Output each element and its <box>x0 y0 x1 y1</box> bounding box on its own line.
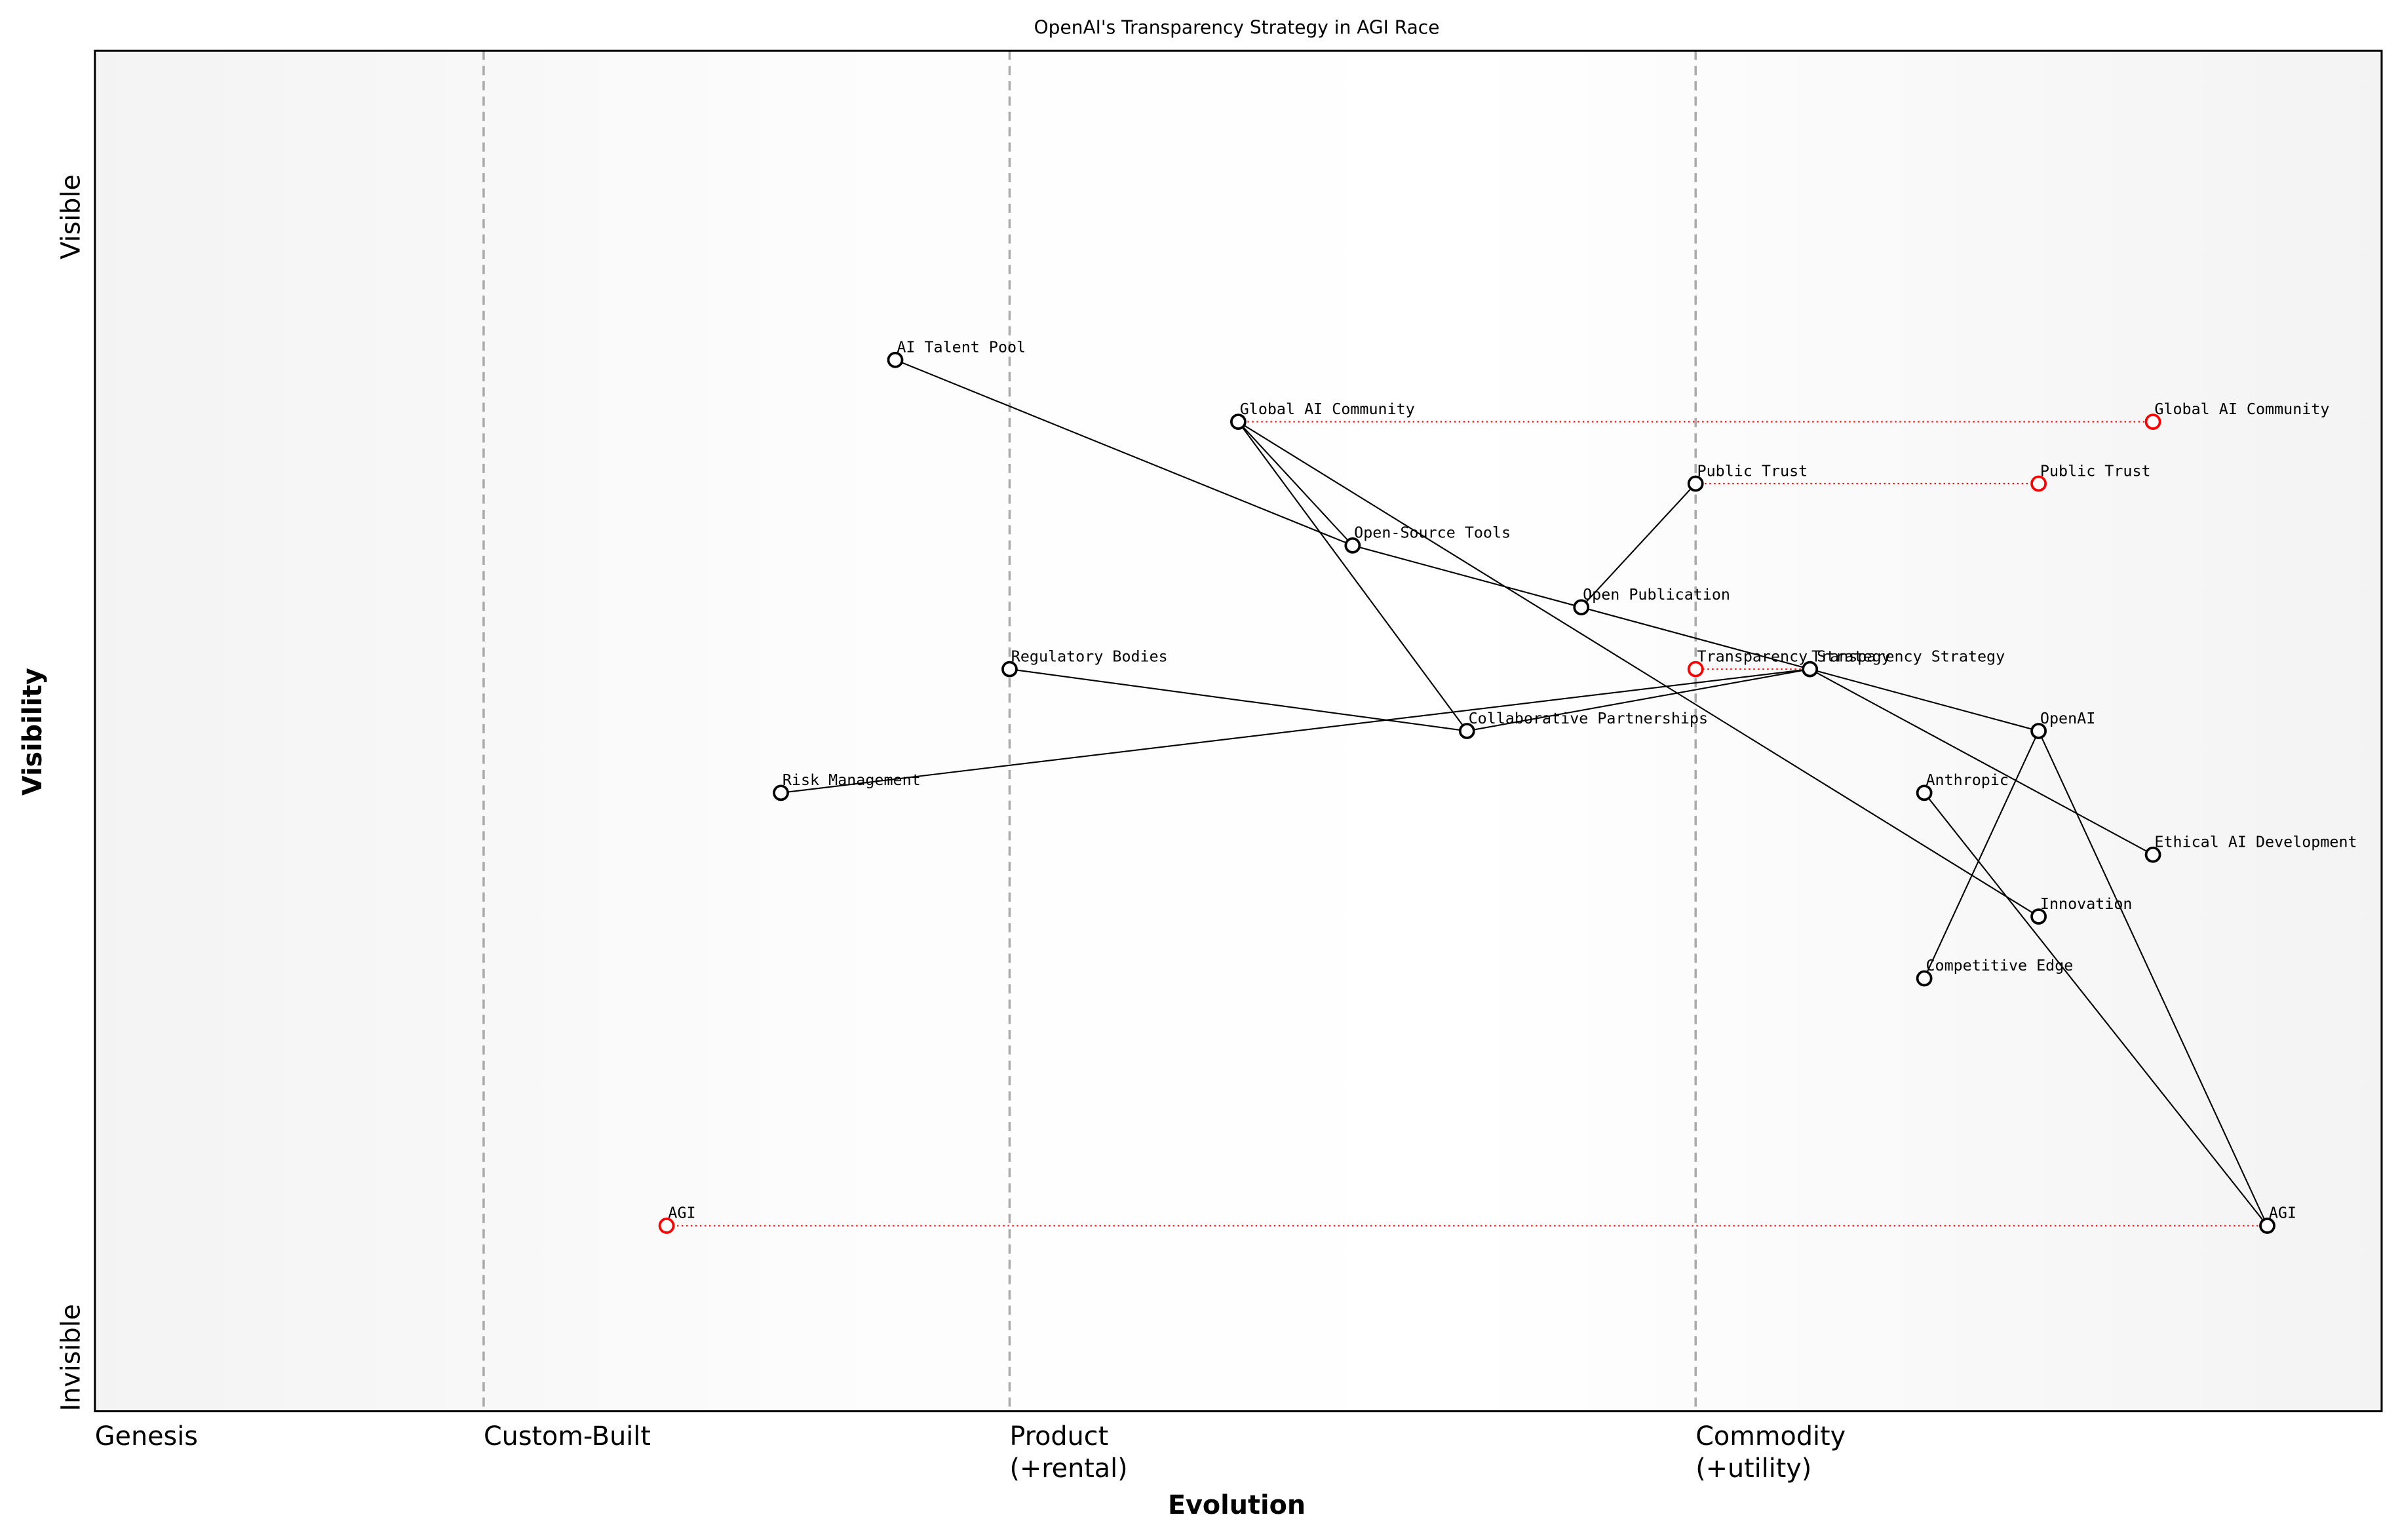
component-label: Regulatory Bodies <box>1011 647 1168 665</box>
x-tick-label-line: Product <box>1009 1421 1108 1452</box>
component-point <box>1916 970 1933 987</box>
component-point <box>1230 414 1247 430</box>
links <box>667 359 2268 1227</box>
link <box>1580 483 1696 608</box>
y-tick-label: Invisible <box>56 1304 86 1412</box>
link <box>1924 731 2040 979</box>
component-point <box>1344 537 1361 554</box>
component-point <box>2030 908 2047 925</box>
x-axis-title: Evolution <box>1168 1490 1306 1520</box>
component-label: Anthropic <box>1926 771 2009 789</box>
component-label: Collaborative Partnerships <box>1469 709 1708 727</box>
link <box>1810 668 2154 856</box>
link <box>1237 421 2040 917</box>
evolution-label: Global AI Community <box>2154 400 2329 418</box>
component-point <box>1573 599 1590 616</box>
component-label: AGI <box>2269 1204 2296 1222</box>
component-label: Open-Source Tools <box>1354 524 1511 542</box>
component-label: Transparency Strategy <box>1811 647 2005 665</box>
component-point <box>1802 661 1819 678</box>
link <box>1009 668 1467 732</box>
x-tick-label-line: (+utility) <box>1695 1453 1811 1484</box>
component-label: OpenAI <box>2040 709 2095 727</box>
y-axis-title: Visibility <box>18 668 48 796</box>
component-point <box>1687 475 1704 492</box>
y-tick-label: Visible <box>56 174 86 260</box>
x-tick-label: Commodity (+utility) <box>1695 1421 1846 1484</box>
plot-frame <box>94 49 2383 1413</box>
component-point <box>1001 661 1018 678</box>
x-tick-label: Custom-Built <box>484 1421 651 1452</box>
chart-title: OpenAI's Transparency Strategy in AGI Ra… <box>1034 17 1440 39</box>
component-point <box>1916 784 1933 801</box>
link <box>1581 606 1810 670</box>
link <box>1352 545 1582 608</box>
link <box>1237 421 1468 732</box>
x-tick-label-line: Genesis <box>95 1421 198 1452</box>
component-label: AI Talent Pool <box>897 338 1026 356</box>
component-point <box>2259 1218 2275 1234</box>
component-label: Ethical AI Development <box>2154 833 2357 851</box>
evolution-label: Transparency Strategy <box>1697 647 1891 665</box>
component-label: Open Publication <box>1583 585 1730 604</box>
x-tick-label: Product (+rental) <box>1009 1421 1127 1484</box>
component-label: Public Trust <box>1697 461 1808 480</box>
link <box>1810 668 2039 732</box>
link <box>895 359 1353 547</box>
marks: Global AI Community Public Trust Transpare… <box>658 338 2357 1234</box>
link <box>781 668 1810 794</box>
link <box>2038 731 2268 1226</box>
plot-background <box>94 50 2382 1412</box>
component-point <box>1458 723 1475 739</box>
link <box>1467 668 1810 732</box>
x-tick-label: Genesis <box>95 1421 198 1452</box>
evolution-point <box>2030 475 2047 492</box>
component-label: Risk Management <box>783 771 921 789</box>
grid <box>482 50 1697 1412</box>
x-tick-label-line: Commodity <box>1695 1421 1846 1452</box>
component-label: Global AI Community <box>1240 400 1415 418</box>
evolution-point <box>658 1218 675 1234</box>
component-label: Competitive Edge <box>1926 956 2073 974</box>
evolution-point <box>2144 414 2161 430</box>
link <box>1237 421 1353 547</box>
component-label: Innovation <box>2040 895 2133 913</box>
evolution-label: AGI <box>668 1204 695 1222</box>
component-point <box>2144 846 2161 863</box>
x-tick-label-line: Custom-Built <box>484 1421 651 1452</box>
x-tick-label-line: (+rental) <box>1009 1453 1127 1484</box>
link <box>1924 792 2268 1227</box>
component-point <box>2030 723 2047 739</box>
component-point <box>773 784 789 801</box>
evolution-point <box>1687 661 1704 678</box>
evolution-label: Public Trust <box>2040 461 2151 480</box>
component-point <box>887 351 904 368</box>
